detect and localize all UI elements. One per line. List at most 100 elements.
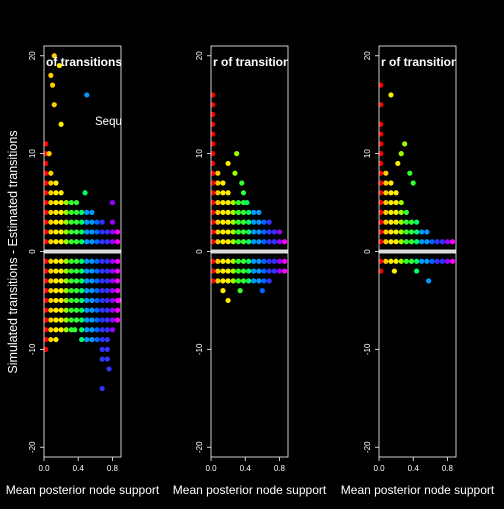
- data-point: [211, 92, 216, 98]
- data-point: [79, 229, 85, 235]
- data-point: [44, 268, 49, 274]
- data-point: [89, 239, 95, 245]
- data-point: [63, 209, 69, 215]
- data-point: [84, 229, 90, 235]
- data-point: [109, 288, 116, 294]
- data-point: [58, 209, 64, 215]
- data-point: [53, 307, 59, 313]
- data-point: [99, 288, 105, 294]
- data-point: [235, 229, 241, 235]
- data-point: [379, 209, 384, 215]
- data-point: [419, 258, 425, 264]
- data-point: [225, 219, 231, 225]
- data-point: [79, 297, 85, 304]
- data-point: [58, 278, 64, 284]
- data-point: [239, 180, 245, 186]
- data-point: [379, 180, 384, 186]
- data-point: [215, 268, 221, 274]
- data-point: [398, 199, 404, 206]
- y-tick-label: -20: [363, 441, 372, 453]
- data-point: [48, 229, 54, 235]
- data-point: [388, 180, 394, 186]
- data-point: [393, 258, 399, 264]
- data-point: [79, 307, 85, 313]
- data-point: [211, 278, 216, 284]
- data-point: [393, 190, 399, 196]
- data-point: [449, 239, 456, 245]
- data-point: [220, 258, 226, 264]
- data-point: [388, 209, 394, 215]
- data-point: [109, 307, 116, 313]
- data-point: [261, 258, 267, 264]
- data-point: [79, 278, 85, 284]
- data-point: [225, 268, 231, 274]
- data-point: [48, 278, 54, 284]
- data-point: [388, 229, 394, 235]
- y-tick-label: 20: [363, 51, 372, 60]
- data-point: [211, 180, 216, 186]
- x-axis-label: Mean posterior node support: [6, 483, 160, 497]
- panel-title: of transitions: [46, 55, 122, 69]
- data-point: [276, 268, 283, 274]
- data-point: [89, 317, 95, 323]
- x-axis-label: Mean posterior node support: [341, 483, 495, 497]
- data-point: [235, 239, 241, 245]
- data-point: [94, 258, 100, 264]
- data-point: [215, 278, 221, 284]
- data-point: [393, 229, 399, 235]
- data-point: [379, 239, 384, 245]
- data-point: [44, 170, 49, 176]
- data-point: [89, 297, 95, 304]
- data-point: [53, 199, 59, 206]
- y-tick-label: 10: [195, 149, 204, 158]
- data-point: [225, 278, 231, 284]
- data-point: [104, 307, 110, 313]
- data-point: [48, 219, 54, 225]
- data-point: [99, 239, 105, 245]
- data-point: [84, 297, 90, 304]
- data-point: [251, 258, 257, 264]
- data-point: [379, 199, 384, 206]
- data-point: [48, 317, 54, 323]
- data-point: [109, 317, 116, 323]
- data-point: [53, 229, 59, 235]
- data-point: [256, 278, 262, 284]
- data-point: [240, 190, 247, 196]
- data-point: [49, 82, 56, 88]
- data-point: [266, 229, 272, 235]
- data-point: [211, 131, 216, 137]
- data-point: [79, 317, 85, 323]
- data-point: [281, 239, 288, 245]
- data-point: [73, 209, 80, 215]
- x-tick-label: 0.8: [107, 464, 119, 473]
- data-point: [79, 239, 85, 245]
- data-point: [79, 336, 85, 343]
- data-point: [215, 219, 221, 225]
- data-point: [99, 229, 105, 235]
- data-point: [44, 229, 49, 235]
- data-point: [44, 199, 49, 206]
- data-point: [68, 278, 74, 284]
- data-point: [53, 317, 59, 323]
- data-point: [424, 229, 430, 235]
- data-point: [225, 160, 231, 167]
- data-point: [89, 268, 95, 274]
- data-point: [379, 219, 384, 225]
- data-point: [251, 229, 257, 235]
- plot-area: r of transitions: [379, 55, 456, 284]
- data-point: [109, 297, 116, 304]
- data-point: [68, 317, 74, 323]
- data-point: [63, 327, 69, 333]
- data-point: [53, 297, 59, 304]
- data-point: [48, 72, 54, 78]
- x-tick-label: 0.4: [73, 464, 85, 473]
- data-point: [72, 327, 78, 333]
- data-point: [48, 170, 54, 176]
- data-point: [225, 199, 231, 206]
- data-point: [58, 239, 64, 245]
- data-point: [114, 317, 121, 323]
- data-point: [414, 258, 420, 264]
- data-point: [99, 336, 105, 343]
- data-point: [220, 229, 226, 235]
